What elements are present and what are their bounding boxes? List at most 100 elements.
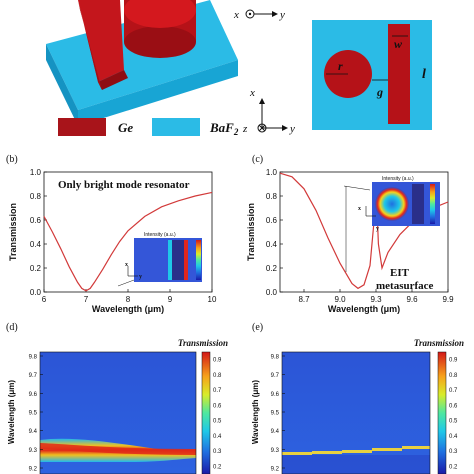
panel-d-chart: 9.2 9.3 9.4 9.5 9.6 9.7 9.8 Wavelength (μm) Tr…	[7, 338, 228, 474]
ytick-label: 9.8	[271, 355, 280, 361]
ytick-label: 0.2	[266, 264, 278, 273]
ytick-label: 9.4	[271, 429, 280, 435]
panel-c-annotation-2: metasurface	[376, 280, 434, 292]
panel-d-colorbar-title: Transmission	[178, 338, 228, 348]
material-legend: Ge BaF2	[58, 118, 239, 137]
panel-b-inset-title: Intensity (a.u.)	[144, 232, 176, 238]
colorbar-tick-label: 0.2	[449, 464, 458, 470]
panel-e-chart: 9.2 9.3 9.4 9.5 9.6 9.7 9.8 Wavelength (μm) Tr…	[251, 338, 464, 474]
xtick-label: 6	[42, 295, 47, 304]
axis-glyph-top: x y	[233, 9, 285, 21]
panel-d-colorbar-ticks: 0.2 0.3 0.4 0.5 0.6 0.7 0.8 0.9	[213, 358, 222, 471]
ytick-label: 1.0	[30, 168, 42, 177]
panel-c-ticks: 8.7 9.0 9.3 9.6 9.9 0.0 0.2 0.4 0.6 0.8 1.0	[266, 168, 454, 304]
colorbar-tick-label: 0.7	[449, 388, 458, 394]
xtick-label: 9.0	[334, 295, 346, 304]
panel-c-inset: Intensity (a.u.) x y	[343, 176, 440, 272]
ytick-label: 9.2	[29, 467, 38, 473]
ytick-label: 9.5	[29, 411, 38, 417]
colorbar-tick-label: 0.7	[213, 388, 222, 394]
xtick-label: 7	[84, 295, 89, 304]
ytick-label: 9.8	[29, 355, 38, 361]
panel-d-tag: (d)	[6, 322, 18, 333]
panel-b-inset: Intensity (a.u.) x y	[117, 232, 202, 287]
panel-e-ylabel: Wavelength (μm)	[251, 380, 260, 444]
panel-e-colorbar-title: Transmission	[414, 338, 464, 348]
xtick-label: 8.7	[298, 295, 310, 304]
colorbar-tick-label: 0.6	[213, 403, 222, 409]
ytick-label: 0.6	[266, 216, 278, 225]
top-axis-x: x	[233, 9, 239, 21]
ytick-label: 0.8	[266, 192, 278, 201]
ytick-label: 9.6	[271, 392, 280, 398]
ytick-label: 9.7	[29, 373, 38, 379]
ytick-label: 9.7	[271, 373, 280, 379]
panel-c-tag: (c)	[252, 154, 263, 165]
colorbar-tick-label: 0.3	[449, 449, 458, 455]
panel-d-ylabel: Wavelength (μm)	[7, 380, 16, 444]
panel-e-colorbar-ticks: 0.2 0.3 0.4 0.5 0.6 0.7 0.8 0.9	[449, 358, 458, 471]
side-axis-z: z	[242, 123, 248, 135]
panel-e-tag: (e)	[252, 322, 263, 333]
panel-b-title: Only bright mode resonator	[58, 179, 190, 191]
ytick-label: 9.2	[271, 467, 280, 473]
ytick-label: 9.4	[29, 429, 38, 435]
colorbar-tick-label: 0.8	[213, 373, 222, 379]
colorbar-tick-label: 0.4	[449, 434, 458, 440]
ytick-label: 9.5	[271, 411, 280, 417]
ge-swatch	[58, 118, 106, 136]
colorbar-tick-label: 0.9	[213, 358, 222, 364]
panel-b-inset-y: y	[139, 274, 142, 280]
panel-c-xlabel: Wavelength (μm)	[328, 304, 400, 314]
panel-b-xlabel: Wavelength (μm)	[92, 304, 164, 314]
colorbar-tick-label: 0.6	[449, 403, 458, 409]
panel-b-ylabel: Transmission	[8, 203, 18, 261]
ytick-label: 0.6	[30, 216, 42, 225]
ytick-label: 0.0	[30, 288, 42, 297]
panel-b-series-line	[43, 191, 213, 292]
unit-cell-top-view: r g w l	[312, 20, 432, 130]
ytick-label: 9.6	[29, 392, 38, 398]
xtick-label: 10	[208, 295, 217, 304]
label-l: l	[422, 67, 426, 82]
panel-b-inset-x: x	[125, 262, 128, 268]
xtick-label: 9.6	[406, 295, 418, 304]
colorbar-tick-label: 0.5	[213, 419, 222, 425]
colorbar-tick-label: 0.9	[449, 358, 458, 364]
ytick-label: 0.0	[266, 288, 278, 297]
panel-c-ylabel: Transmission	[246, 203, 256, 261]
panel-e-yticks: 9.2 9.3 9.4 9.5 9.6 9.7 9.8	[271, 355, 285, 473]
panel-c-inset-x: x	[358, 206, 361, 212]
label-w: w	[394, 37, 403, 51]
colorbar-tick-label: 0.2	[213, 464, 222, 470]
top-axis-y: y	[279, 9, 285, 21]
panel-c-inset-y: y	[376, 226, 379, 232]
panel-b-ticks: 6 7 8 9 10 0.0 0.2 0.4 0.6 0.8 1.0	[30, 168, 217, 304]
panel-c-inset-title: Intensity (a.u.)	[382, 176, 414, 182]
panel-d-colorbar	[201, 351, 211, 474]
ytick-label: 9.3	[29, 448, 38, 454]
colorbar-tick-label: 0.3	[213, 449, 222, 455]
ytick-label: 0.4	[266, 240, 278, 249]
panel-b-tag: (b)	[6, 154, 18, 165]
label-r: r	[338, 59, 343, 73]
structure-3d	[46, 0, 238, 126]
ytick-label: 0.2	[30, 264, 42, 273]
panel-c-chart: 8.7 9.0 9.3 9.6 9.9 0.0 0.2 0.4 0.6 0.8 1.0 Wavele…	[246, 168, 454, 314]
side-axis-x: x	[249, 87, 255, 99]
xtick-label: 8	[126, 295, 131, 304]
panel-b-chart: 6 7 8 9 10 0.0 0.2 0.4 0.6 0.8 1.0 Only bright mod…	[8, 168, 217, 314]
colorbar-tick-label: 0.8	[449, 373, 458, 379]
label-g: g	[376, 85, 383, 99]
ytick-label: 9.3	[271, 448, 280, 454]
side-axis-y: y	[289, 123, 295, 135]
ytick-label: 0.8	[30, 192, 42, 201]
baf2-swatch	[152, 118, 200, 136]
ge-label: Ge	[118, 120, 133, 135]
baf2-label: BaF2	[209, 120, 239, 137]
colorbar-tick-label: 0.5	[449, 419, 458, 425]
axis-glyph-side: x z y	[242, 87, 295, 135]
colorbar-tick-label: 0.4	[213, 434, 222, 440]
ytick-label: 1.0	[266, 168, 278, 177]
